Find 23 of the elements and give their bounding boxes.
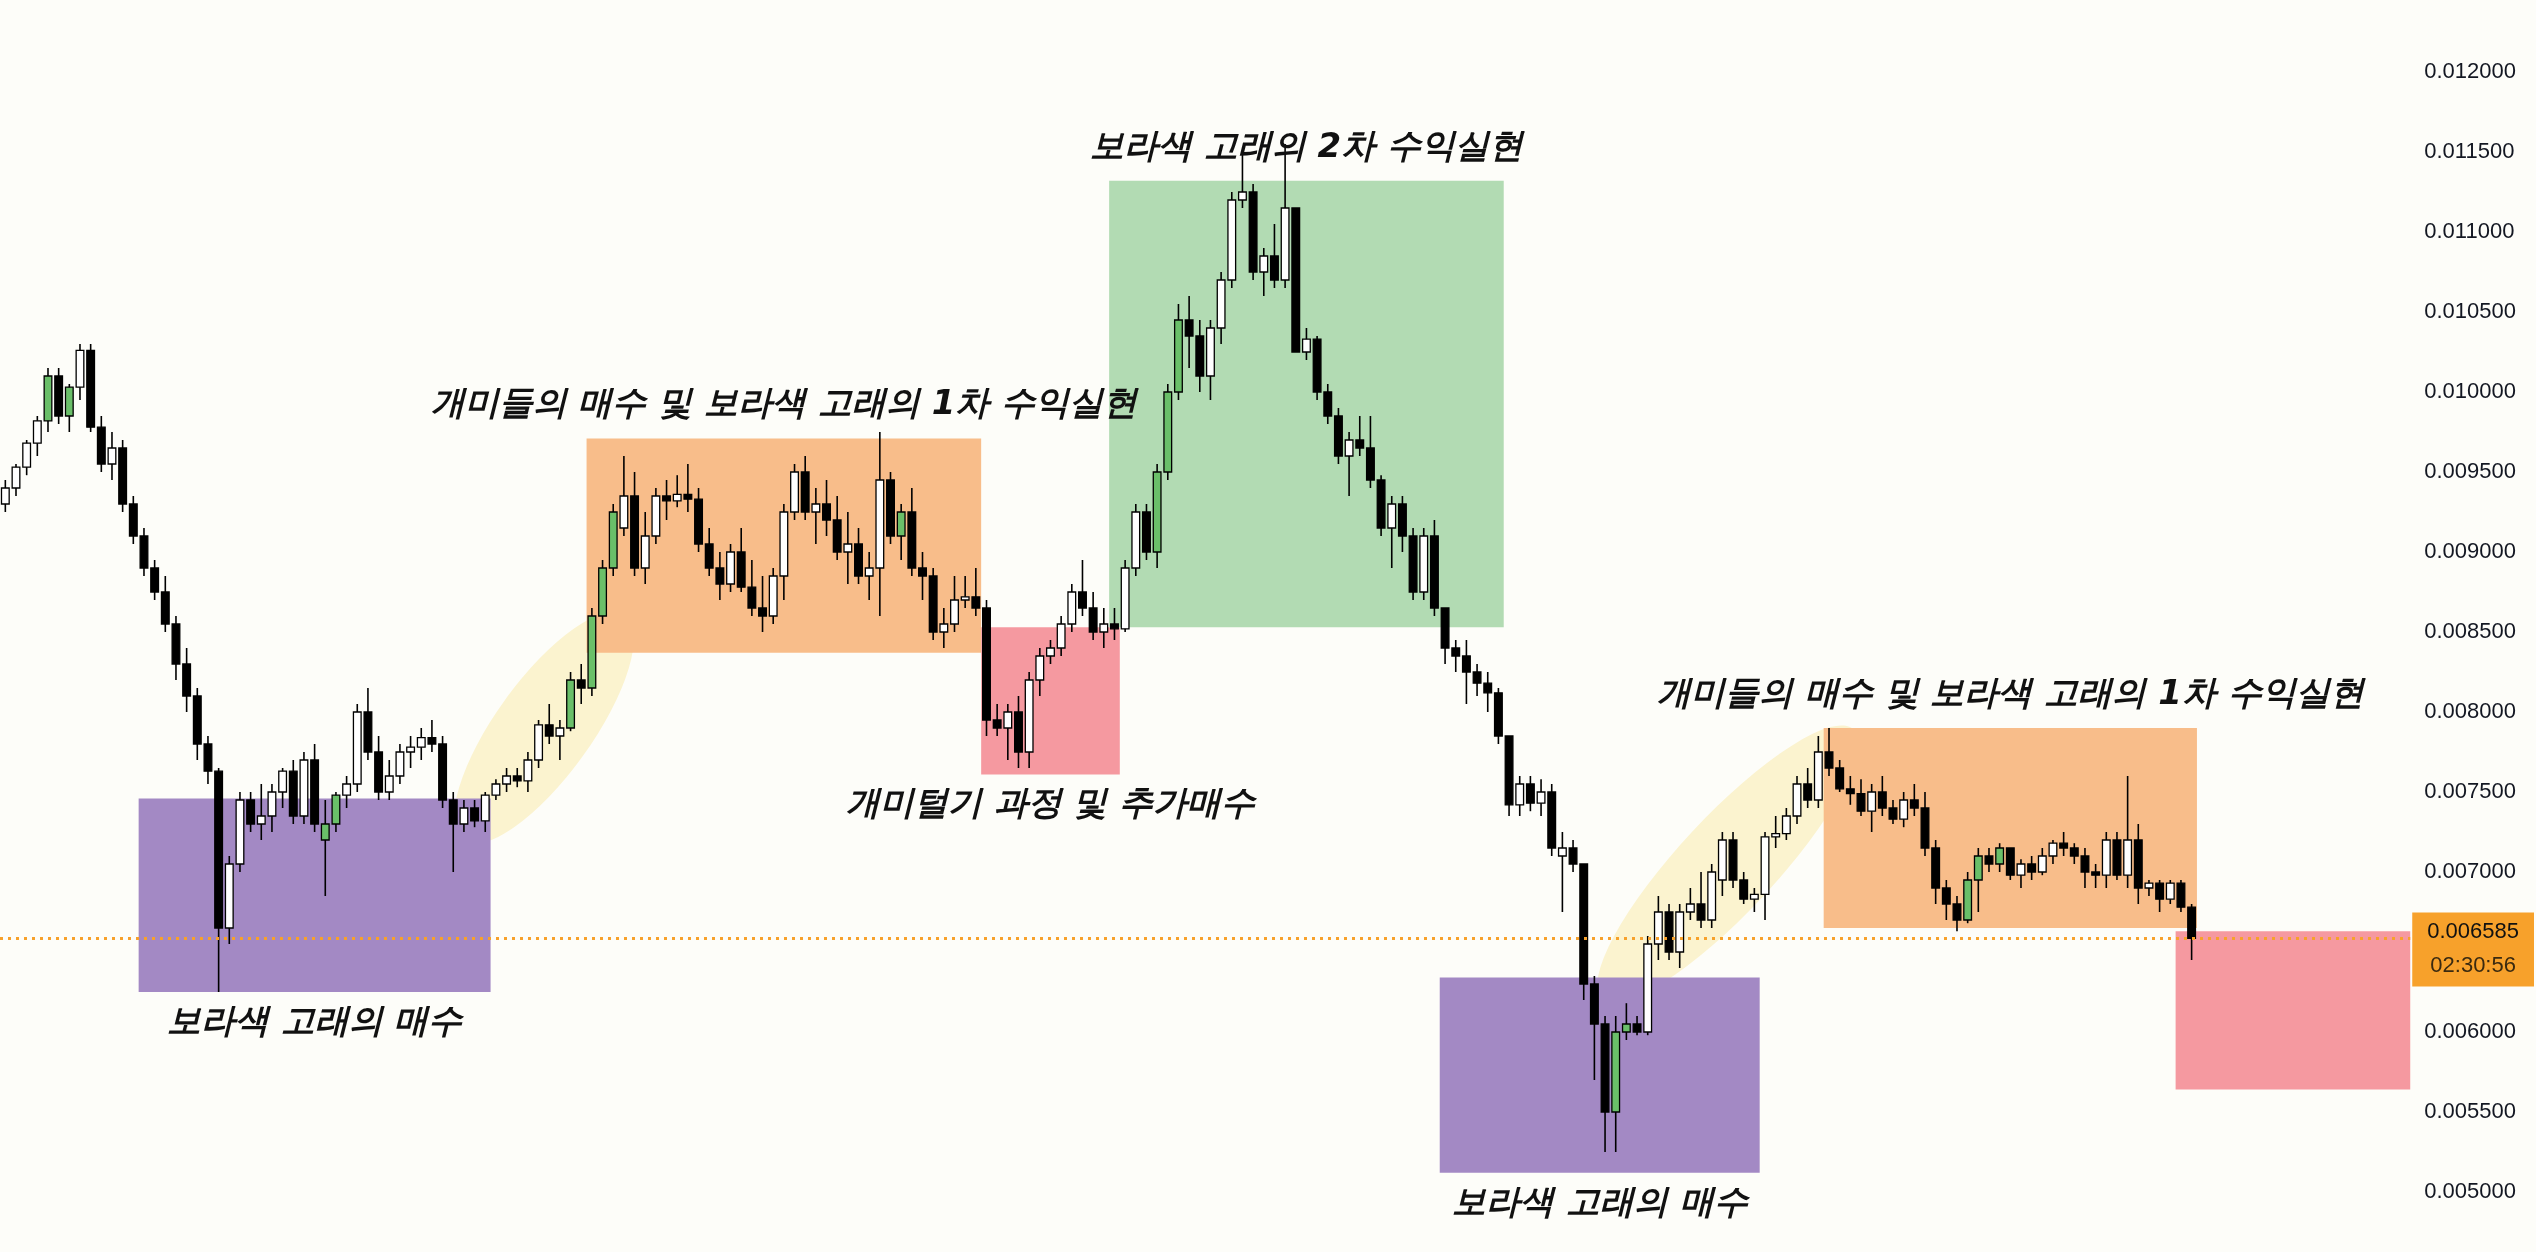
y-tick-label: 0.005500 [2424, 1098, 2517, 1124]
y-tick-label: 0.009500 [2424, 458, 2517, 484]
y-tick-label: 0.007000 [2424, 858, 2517, 884]
y-tick-label: 0.007500 [2424, 778, 2517, 804]
y-tick-label: 0.005000 [2424, 1178, 2517, 1204]
y-tick-label: 0.009000 [2424, 538, 2517, 564]
y-tick-label: 0.011500 [2424, 138, 2515, 164]
y-tick-label: 0.010000 [2424, 378, 2517, 404]
band-label: 보라색 고래의 매수 [1451, 1180, 1750, 1221]
band-label: 개미들의 매수 및 보라색 고래의 1차 수익실현 [430, 382, 1140, 423]
text: 02:30:56 [2430, 952, 2516, 978]
band-label: 개미털기 과정 및 추가매수 [845, 782, 1258, 823]
band-label: 개미들의 매수 및 보라색 고래의 1차 수익실현 [1656, 671, 2366, 712]
y-tick-label: 0.010500 [2424, 298, 2517, 324]
candlestick [32, 415, 42, 457]
y-tick-label: 0.006000 [2424, 1018, 2517, 1044]
y-tick-label: 0.011000 [2424, 218, 2515, 244]
band-label: 보라색 고래의 매수 [166, 999, 465, 1040]
y-tick-label: 0.012000 [2424, 58, 2517, 84]
y-tick-label: 0.008000 [2424, 698, 2517, 724]
y-tick-label: 0.008500 [2424, 618, 2517, 644]
ref-line-label: 0.006585 [2427, 918, 2519, 944]
band-label: 보라색 고래의 2차 수익실현 [1089, 124, 1526, 165]
